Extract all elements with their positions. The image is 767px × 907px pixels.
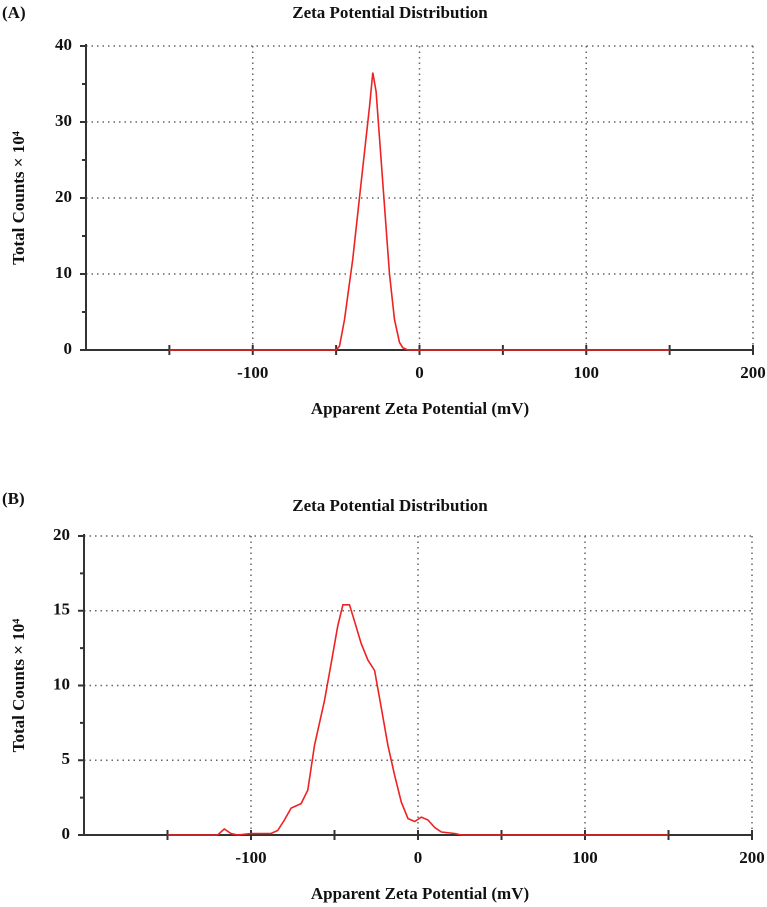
data-line [169, 72, 670, 351]
x-tick-label: 100 [574, 363, 600, 382]
x-axis-label: Apparent Zeta Potential (mV) [311, 399, 529, 418]
y-axis-label: Total Counts × 10⁴ [9, 131, 28, 265]
y-tick-label: 5 [62, 749, 71, 768]
y-tick-label: 10 [53, 674, 70, 693]
chart-title: Zeta Potential Distribution [292, 496, 488, 515]
panel-label: (B) [2, 489, 25, 508]
y-tick-label: 15 [53, 600, 70, 619]
y-tick-label: 0 [64, 339, 73, 358]
y-tick-label: 30 [55, 111, 72, 130]
x-tick-label: 0 [415, 363, 424, 382]
data-line [167, 604, 669, 836]
x-tick-label: -100 [235, 848, 266, 867]
x-tick-label: 0 [414, 848, 423, 867]
x-tick-label: 200 [739, 848, 765, 867]
x-axis-label: Apparent Zeta Potential (mV) [311, 884, 529, 903]
x-tick-label: 100 [572, 848, 598, 867]
y-tick-label: 0 [62, 824, 71, 843]
panel-label: (A) [2, 3, 26, 22]
y-axis-label: Total Counts × 10⁴ [9, 619, 28, 753]
y-tick-label: 40 [55, 35, 72, 54]
y-tick-label: 10 [55, 263, 72, 282]
y-tick-label: 20 [55, 187, 72, 206]
x-tick-label: 200 [740, 363, 766, 382]
chart-title: Zeta Potential Distribution [292, 3, 488, 22]
y-tick-label: 20 [53, 525, 70, 544]
x-tick-label: -100 [237, 363, 268, 382]
